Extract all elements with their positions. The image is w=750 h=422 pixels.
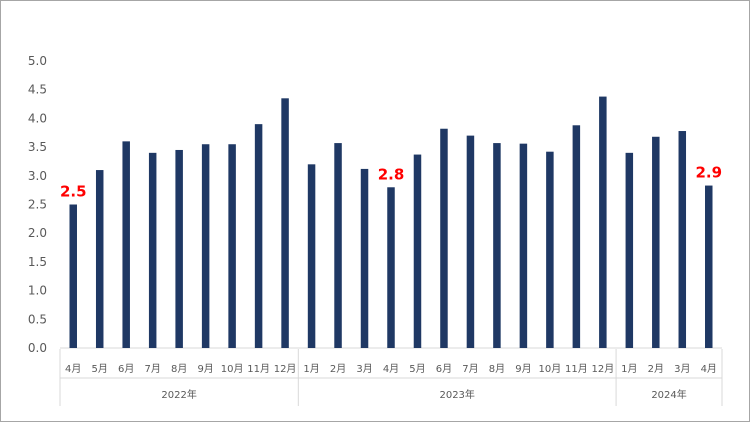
bar (281, 98, 289, 348)
x-group-label: 2023年 (439, 388, 474, 401)
data-label: 2.8 (378, 165, 405, 183)
x-tick-label: 5月 (409, 363, 425, 375)
x-tick-label: 4月 (701, 363, 717, 375)
y-tick-label: 1.5 (28, 255, 47, 269)
x-tick-label: 3月 (674, 363, 690, 375)
x-tick-label: 6月 (118, 363, 134, 375)
x-tick-label: 8月 (489, 363, 505, 375)
bar (148, 152, 157, 348)
bar (387, 187, 395, 348)
x-tick-label: 10月 (539, 363, 562, 375)
bar (95, 170, 104, 348)
y-tick-label: 4.0 (28, 111, 47, 125)
y-tick-label: 4.5 (28, 83, 47, 97)
x-tick-label: 12月 (591, 363, 614, 375)
y-tick-label: 5.0 (28, 54, 47, 68)
y-tick-label: 2.5 (28, 198, 47, 212)
data-label: 2.9 (695, 164, 722, 182)
bar (175, 149, 183, 348)
bar (546, 151, 554, 348)
bar (705, 185, 713, 348)
bar (69, 204, 77, 348)
x-tick-label: 2月 (648, 363, 664, 375)
x-group-label: 2022年 (161, 388, 196, 401)
bar (493, 143, 501, 348)
x-tick-label: 4月 (383, 363, 399, 375)
bar (122, 141, 130, 348)
x-tick-label: 9月 (515, 363, 531, 375)
x-tick-label: 7月 (462, 363, 478, 375)
bar (254, 124, 263, 348)
x-tick-label: 11月 (247, 363, 270, 375)
y-tick-label: 0.0 (28, 341, 47, 355)
x-tick-label: 1月 (303, 363, 319, 375)
bar (334, 143, 342, 348)
x-tick-label: 7月 (144, 363, 160, 375)
bar (440, 128, 448, 348)
x-tick-label: 2月 (330, 363, 346, 375)
x-tick-label: 4月 (65, 363, 81, 375)
y-tick-label: 3.5 (28, 140, 47, 154)
bar (201, 144, 210, 348)
x-tick-label: 11月 (565, 363, 588, 375)
bar (652, 136, 660, 348)
x-tick-label: 1月 (621, 363, 637, 375)
bar (228, 144, 236, 348)
y-tick-label: 3.0 (28, 169, 47, 183)
bar (625, 152, 634, 348)
bar (678, 131, 687, 348)
bar (572, 125, 581, 349)
x-tick-label: 3月 (356, 363, 372, 375)
bar (519, 143, 528, 348)
y-tick-label: 0.5 (28, 312, 47, 326)
y-tick-label: 2.0 (28, 226, 47, 240)
bar (413, 154, 422, 348)
x-tick-label: 12月 (274, 363, 297, 375)
x-tick-label: 5月 (92, 363, 108, 375)
x-tick-label: 10月 (221, 363, 244, 375)
bar (599, 96, 607, 348)
x-tick-label: 9月 (197, 363, 213, 375)
bar (360, 168, 369, 348)
bar (466, 135, 475, 348)
y-tick-label: 1.0 (28, 284, 47, 298)
x-group-label: 2024年 (651, 388, 686, 401)
bar (307, 164, 316, 348)
x-tick-label: 8月 (171, 363, 187, 375)
data-label: 2.5 (60, 183, 87, 201)
x-tick-label: 6月 (436, 363, 452, 375)
